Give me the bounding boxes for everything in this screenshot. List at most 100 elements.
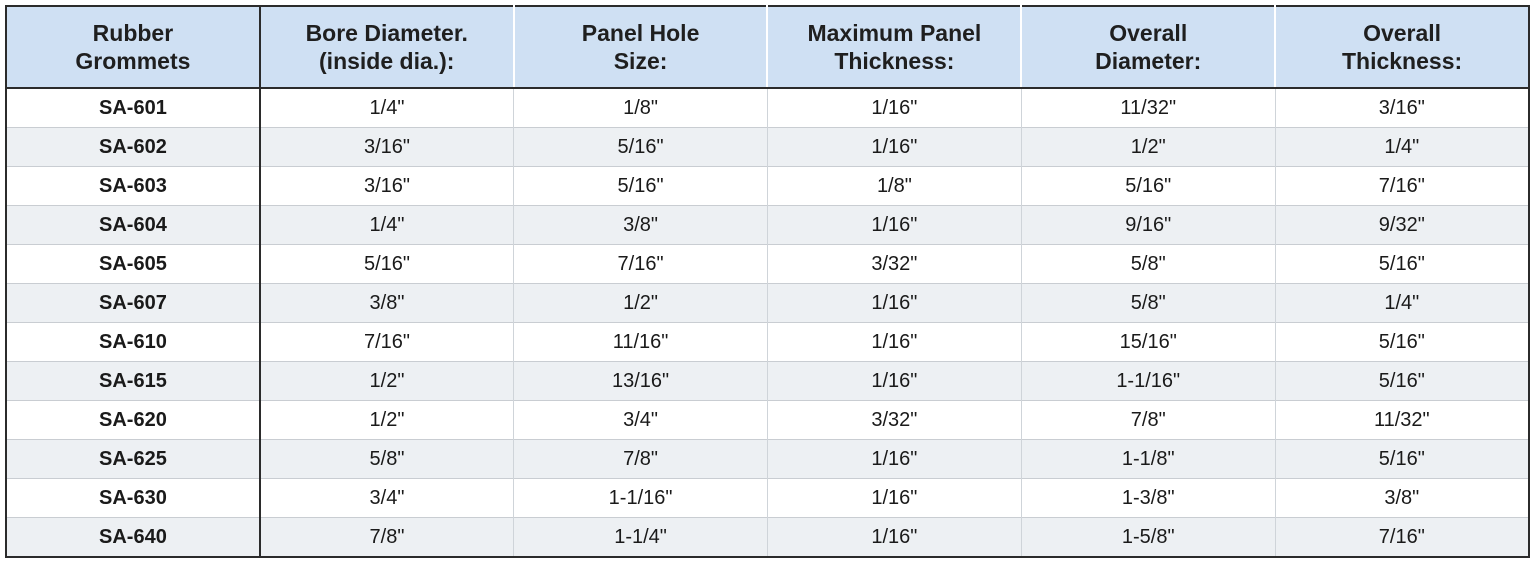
grommet-table: Rubber Grommets Bore Diameter. (inside dia.… — [5, 5, 1530, 558]
cell: 1/4" — [1274, 127, 1529, 167]
cell: 5/16" — [1274, 244, 1529, 284]
cell: 7/16" — [513, 244, 768, 284]
cell: 5/8" — [259, 439, 514, 479]
header-text: Bore Diameter. — [305, 20, 468, 46]
cell: 5/16" — [1274, 361, 1529, 401]
table-container: Rubber Grommets Bore Diameter. (inside dia.… — [5, 5, 1530, 567]
cell: 1/4" — [1274, 283, 1529, 323]
part-number: SA-615 — [6, 361, 261, 401]
cell: 3/4" — [259, 478, 514, 518]
header-text: Overall — [1109, 20, 1188, 46]
cell: 5/16" — [513, 127, 768, 167]
cell: 3/8" — [259, 283, 514, 323]
cell: 1/8" — [513, 87, 768, 128]
cell: 1-5/8" — [1020, 517, 1276, 557]
cell: 1/2" — [513, 283, 768, 323]
cell: 5/8" — [1020, 283, 1276, 323]
cell: 1/2" — [1020, 127, 1276, 167]
cell: 1/2" — [259, 361, 514, 401]
cell: 7/8" — [259, 517, 514, 557]
table-row: SA-603 3/16" 5/16" 1/8" 5/16" 7/16" — [6, 166, 1529, 206]
cell: 1-1/8" — [1020, 439, 1276, 479]
header-cell: Overall Thickness: — [1274, 6, 1529, 89]
cell: 3/16" — [1274, 87, 1529, 128]
cell: 1/4" — [259, 205, 514, 245]
table-body: SA-601 1/4" 1/8" 1/16" 11/32" 3/16" SA-602 3/16… — [6, 87, 1529, 557]
table-row: SA-610 7/16" 11/16" 1/16" 15/16" 5/16" — [6, 322, 1529, 362]
cell: 1/16" — [766, 322, 1022, 362]
cell: 1/16" — [766, 517, 1022, 557]
cell: 5/8" — [1020, 244, 1276, 284]
cell: 3/4" — [513, 400, 768, 440]
header-text: Overall — [1363, 20, 1442, 46]
table-row: SA-601 1/4" 1/8" 1/16" 11/32" 3/16" — [6, 87, 1529, 128]
part-number: SA-620 — [6, 400, 261, 440]
cell: 1/2" — [259, 400, 514, 440]
header-cell: Bore Diameter. (inside dia.): — [258, 6, 514, 89]
cell: 9/16" — [1020, 205, 1276, 245]
cell: 5/16" — [513, 166, 768, 206]
cell: 11/16" — [513, 322, 768, 362]
header-cell: Rubber Grommets — [6, 6, 261, 89]
cell: 1-3/8" — [1020, 478, 1276, 518]
header-text: Rubber — [92, 20, 174, 46]
cell: 7/8" — [513, 439, 768, 479]
cell: 1-1/16" — [513, 478, 768, 518]
part-number: SA-607 — [6, 283, 261, 323]
table-row: SA-625 5/8" 7/8" 1/16" 1-1/8" 5/16" — [6, 439, 1529, 479]
header-cell: Overall Diameter: — [1020, 6, 1276, 89]
cell: 9/32" — [1274, 205, 1529, 245]
cell: 3/16" — [259, 166, 514, 206]
cell: 11/32" — [1020, 87, 1276, 128]
cell: 13/16" — [513, 361, 768, 401]
table-header: Rubber Grommets Bore Diameter. (inside dia.… — [6, 6, 1529, 89]
part-number: SA-610 — [6, 322, 261, 362]
header-text: Maximum Panel — [807, 20, 982, 46]
table-row: SA-630 3/4" 1-1/16" 1/16" 1-3/8" 3/8" — [6, 478, 1529, 518]
cell: 7/8" — [1020, 400, 1276, 440]
part-number: SA-602 — [6, 127, 261, 167]
header-row: Rubber Grommets Bore Diameter. (inside dia.… — [6, 6, 1529, 89]
part-number: SA-601 — [6, 87, 261, 128]
header-text: Grommets — [75, 48, 191, 74]
cell: 3/32" — [766, 400, 1022, 440]
cell: 5/16" — [1020, 166, 1276, 206]
cell: 1/4" — [259, 87, 514, 128]
cell: 3/8" — [1274, 478, 1529, 518]
part-number: SA-604 — [6, 205, 261, 245]
table-row: SA-605 5/16" 7/16" 3/32" 5/8" 5/16" — [6, 244, 1529, 284]
cell: 3/8" — [513, 205, 768, 245]
cell: 5/16" — [259, 244, 514, 284]
cell: 1-1/4" — [513, 517, 768, 557]
table-row: SA-604 1/4" 3/8" 1/16" 9/16" 9/32" — [6, 205, 1529, 245]
header-text: (inside dia.): — [319, 48, 455, 74]
part-number: SA-640 — [6, 517, 261, 557]
cell: 1/16" — [766, 361, 1022, 401]
cell: 3/16" — [259, 127, 514, 167]
table-row: SA-640 7/8" 1-1/4" 1/16" 1-5/8" 7/16" — [6, 517, 1529, 557]
cell: 7/16" — [1274, 517, 1529, 557]
cell: 5/16" — [1274, 322, 1529, 362]
cell: 1/8" — [766, 166, 1022, 206]
table-row: SA-615 1/2" 13/16" 1/16" 1-1/16" 5/16" — [6, 361, 1529, 401]
header-cell: Panel Hole Size: — [512, 6, 768, 89]
cell: 5/16" — [1274, 439, 1529, 479]
header-text: Thickness: — [1341, 48, 1463, 74]
cell: 1/16" — [766, 87, 1022, 128]
cell: 3/32" — [766, 244, 1022, 284]
header-cell: Maximum Panel Thickness: — [766, 6, 1022, 89]
header-text: Diameter: — [1095, 48, 1202, 74]
table-row: SA-602 3/16" 5/16" 1/16" 1/2" 1/4" — [6, 127, 1529, 167]
cell: 15/16" — [1020, 322, 1276, 362]
cell: 11/32" — [1274, 400, 1529, 440]
header-text: Thickness: — [834, 48, 955, 74]
cell: 1/16" — [766, 439, 1022, 479]
cell: 1/16" — [766, 283, 1022, 323]
cell: 1/16" — [766, 127, 1022, 167]
header-text: Panel Hole — [581, 20, 700, 46]
part-number: SA-630 — [6, 478, 261, 518]
cell: 1/16" — [766, 205, 1022, 245]
table-row: SA-620 1/2" 3/4" 3/32" 7/8" 11/32" — [6, 400, 1529, 440]
cell: 7/16" — [259, 322, 514, 362]
cell: 1/16" — [766, 478, 1022, 518]
